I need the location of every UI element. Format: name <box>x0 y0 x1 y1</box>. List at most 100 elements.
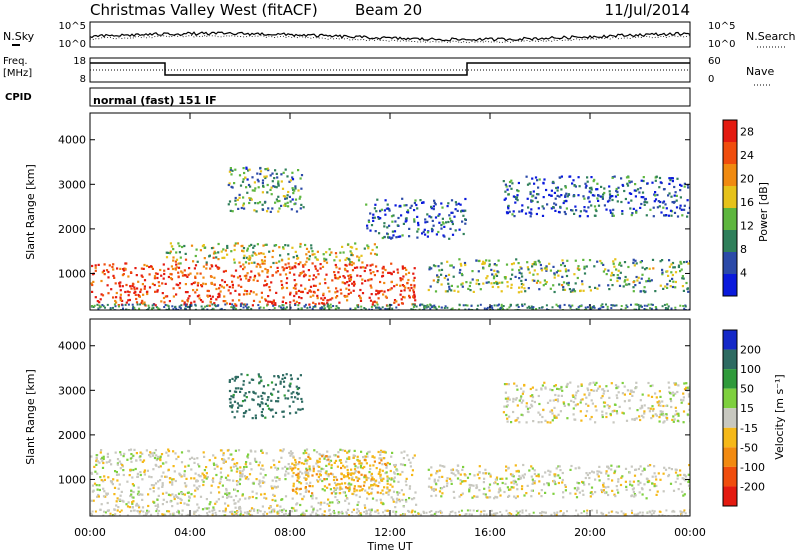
echo-cell <box>662 287 665 290</box>
echo-cell <box>562 514 565 516</box>
echo-cell <box>116 463 119 466</box>
echo-cell <box>632 290 635 293</box>
echo-cell <box>631 488 634 491</box>
echo-cell <box>280 283 284 286</box>
colorbar-tick-label: -100 <box>740 461 765 474</box>
echo-cell <box>609 211 613 214</box>
echo-cell <box>621 210 624 213</box>
echo-cell <box>522 476 525 479</box>
echo-cell <box>509 473 513 476</box>
echo-cell <box>265 284 268 287</box>
echo-cell <box>291 488 294 491</box>
echo-cell <box>280 456 283 459</box>
echo-cell <box>163 272 166 276</box>
echo-cell <box>659 510 662 513</box>
echo-cell <box>353 462 356 466</box>
echo-cell <box>516 495 519 498</box>
echo-cell <box>308 303 311 306</box>
echo-cell <box>266 275 269 278</box>
echo-cell <box>334 275 337 278</box>
echo-cell <box>194 489 197 492</box>
echo-cell <box>194 510 197 513</box>
echo-cell <box>638 415 641 418</box>
echo-cell <box>266 210 269 213</box>
echo-cell <box>579 289 582 292</box>
colorbar-frame <box>722 329 738 507</box>
echo-cell <box>499 494 502 497</box>
echo-cell <box>277 183 280 186</box>
echo-cell <box>440 262 443 265</box>
echo-cell <box>98 488 101 492</box>
echo-cell <box>637 467 640 471</box>
echo-cell <box>148 286 152 289</box>
echo-cell <box>299 195 302 198</box>
echo-cell <box>487 281 490 284</box>
echo-cell <box>319 267 322 270</box>
echo-cell <box>252 279 255 282</box>
echo-cell <box>260 493 263 496</box>
echo-cell <box>684 512 687 515</box>
echo-cell <box>334 291 337 294</box>
echo-cell <box>279 449 282 452</box>
echo-cell <box>266 183 269 187</box>
echo-cell <box>353 454 356 458</box>
echo-cell <box>245 293 248 296</box>
echo-cell <box>649 384 652 388</box>
echo-cell <box>350 478 354 481</box>
echo-cell <box>622 285 625 288</box>
echo-cell <box>382 267 385 270</box>
echo-cell <box>492 514 495 516</box>
echo-cell <box>227 474 230 477</box>
echo-cell <box>119 451 122 454</box>
echo-cell <box>255 460 258 463</box>
colorbar-tick-label: -15 <box>740 422 758 435</box>
echo-cell <box>291 246 294 249</box>
echo-cell <box>175 307 178 310</box>
echo-cell <box>498 281 501 284</box>
echo-cell <box>295 210 299 213</box>
echo-cell <box>610 304 613 307</box>
colorbar-tick-label: 20 <box>740 173 754 186</box>
echo-cell <box>256 178 259 181</box>
echo-cell <box>267 300 270 303</box>
echo-cell <box>378 461 381 465</box>
echo-cell <box>333 512 336 515</box>
echo-cell <box>658 186 661 189</box>
echo-cell <box>451 510 454 513</box>
echo-cell <box>553 513 556 516</box>
echo-cell <box>468 488 471 491</box>
echo-cell <box>133 288 136 291</box>
echo-cell <box>477 270 480 273</box>
echo-cell <box>395 497 399 500</box>
echo-cell <box>573 184 576 187</box>
echo-cell <box>275 186 278 189</box>
echo-cell <box>161 503 164 506</box>
echo-cell <box>612 260 615 263</box>
echo-cell <box>370 286 373 289</box>
echo-cell <box>276 476 279 479</box>
echo-cell <box>127 294 130 297</box>
echo-cell <box>232 396 235 399</box>
echo-cell <box>266 271 269 274</box>
echo-cell <box>286 397 290 400</box>
echo-cell <box>323 259 326 263</box>
echo-cell <box>541 415 544 419</box>
echo-cell <box>374 293 378 296</box>
echo-cell <box>652 512 655 515</box>
echo-cell <box>668 192 671 195</box>
echo-cell <box>423 306 426 309</box>
echo-cell <box>674 480 677 484</box>
echo-cell <box>462 480 465 483</box>
echo-cell <box>293 203 296 206</box>
echo-cell <box>366 224 369 227</box>
echo-cell <box>611 198 614 202</box>
echo-cell <box>164 282 167 285</box>
echo-cell <box>560 175 563 178</box>
echo-cell <box>677 412 680 415</box>
echo-cell <box>380 501 383 504</box>
echo-cell <box>517 181 520 185</box>
echo-cell <box>167 267 170 270</box>
echo-cell <box>202 265 205 268</box>
echo-cell <box>641 511 644 514</box>
